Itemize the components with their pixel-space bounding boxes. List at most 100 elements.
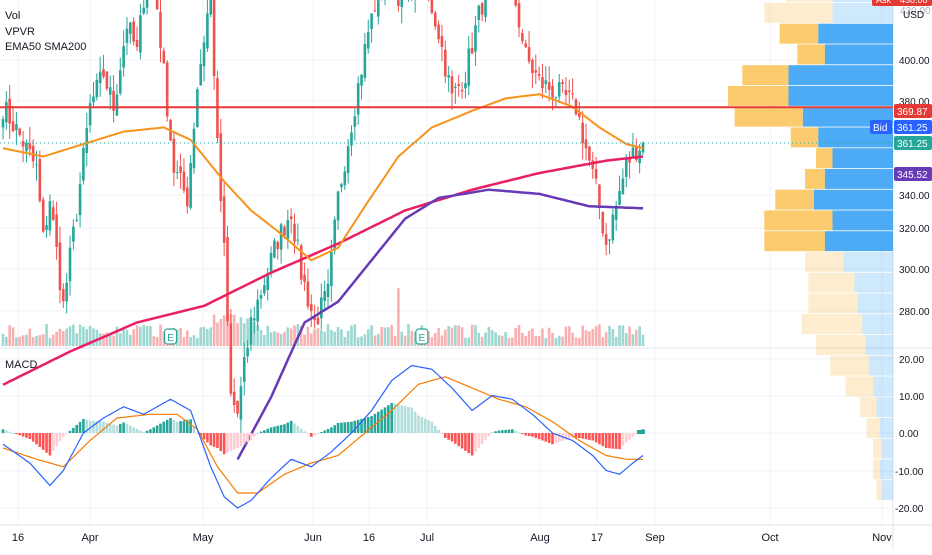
candle-body <box>192 128 196 169</box>
vpvr-buy-bar <box>832 0 893 3</box>
macd-tick-label: -10.00 <box>895 467 924 478</box>
macd-histogram-bar <box>578 433 581 438</box>
volume-bar <box>340 329 343 346</box>
candle-body <box>480 3 484 15</box>
macd-histogram-bar <box>1 429 5 433</box>
candle-body <box>578 113 581 117</box>
macd-histogram-bar <box>454 433 457 444</box>
vpvr-sell-bar <box>808 272 855 293</box>
candle-body <box>108 87 112 95</box>
earnings-label: E <box>167 333 174 344</box>
macd-histogram-bar <box>165 419 169 433</box>
indicator-ma-label[interactable]: EMA50 SMA200 <box>5 41 87 53</box>
indicator-macd-label[interactable]: MACD <box>5 359 38 371</box>
volume-bar <box>5 336 8 346</box>
volume-bar <box>28 328 32 346</box>
vpvr-sell-bar <box>779 23 819 44</box>
macd-histogram-bar <box>182 420 186 433</box>
vpvr-buy-bar <box>832 148 893 169</box>
volume-bar <box>561 336 564 346</box>
candle-body <box>366 32 370 49</box>
volume-bar <box>256 324 259 346</box>
volume-bar <box>31 337 35 346</box>
volume-bar <box>209 327 213 346</box>
macd-histogram-bar <box>269 427 273 433</box>
vpvr-profile <box>728 0 893 501</box>
volume-bar <box>132 329 135 346</box>
volume-bar <box>286 327 290 346</box>
candle-body <box>323 291 326 301</box>
macd-histogram-bar <box>226 433 229 453</box>
macd-histogram-bar <box>373 413 377 433</box>
vpvr-buy-bar <box>873 376 893 397</box>
volume-bar <box>504 331 507 346</box>
volume-bar <box>400 331 404 346</box>
macd-histogram-bar <box>360 418 363 433</box>
macd-histogram-bar <box>380 409 383 433</box>
candle-body <box>75 219 79 221</box>
volume-bar <box>112 335 115 346</box>
candle-body <box>35 164 38 166</box>
currency-label[interactable]: USD <box>903 10 925 21</box>
indicator-vol-label[interactable]: Vol <box>5 10 21 22</box>
candle-body <box>467 48 471 86</box>
macd-histogram-bar <box>457 433 461 447</box>
volume-bar <box>594 326 598 346</box>
ask-badge <box>872 0 932 6</box>
indicator-vpvr-label[interactable]: VPVR <box>5 26 35 38</box>
candle-body <box>206 13 209 49</box>
candle-body <box>139 15 142 53</box>
candle-body <box>98 71 102 84</box>
vpvr-sell-bar <box>808 293 858 314</box>
volume-bar <box>21 335 25 346</box>
volume-bar <box>142 325 146 346</box>
candle-body <box>242 357 246 382</box>
price-tick-label: 300.00 <box>899 265 930 276</box>
candle-body <box>28 143 32 150</box>
macd-histogram-bar <box>192 426 196 433</box>
volume-bar <box>55 331 58 346</box>
vpvr-buy-bar <box>824 231 893 252</box>
macd-histogram-bar <box>554 433 558 444</box>
vpvr-buy-bar <box>824 168 893 189</box>
macd-histogram-bar <box>591 433 595 441</box>
macd-histogram-bar <box>159 423 162 433</box>
volume-bar <box>182 337 186 346</box>
macd-histogram-bar <box>41 433 45 450</box>
candle-body <box>584 139 588 149</box>
vpvr-sell-bar <box>801 314 863 335</box>
volume-bar <box>628 326 631 346</box>
volume-bar <box>450 327 454 346</box>
volume-bar <box>470 324 474 346</box>
volume-bar <box>366 329 370 346</box>
volume-bar <box>346 330 350 346</box>
time-axis-label: Nov <box>872 532 892 544</box>
volume-bar <box>8 325 12 346</box>
candle-body <box>608 239 611 241</box>
macd-histogram-bar <box>8 431 12 433</box>
macd-histogram-bar <box>618 433 621 450</box>
candle-body <box>303 274 306 282</box>
macd-histogram-bar <box>212 433 216 447</box>
volume-bar <box>356 337 360 346</box>
volume-bar <box>480 336 484 346</box>
time-axis-label: May <box>193 532 214 544</box>
candle-body <box>11 121 15 132</box>
macd-histogram-bar <box>514 430 517 433</box>
macd-histogram-bar <box>249 433 253 441</box>
vpvr-sell-bar <box>805 251 844 272</box>
candle-body <box>604 234 608 245</box>
macd-histogram-bar <box>313 433 316 436</box>
price-tick-label: 380.00 <box>899 97 930 108</box>
candle-body <box>5 102 8 123</box>
volume-bar <box>229 314 233 346</box>
macd-tick-label: 10.00 <box>899 392 924 403</box>
volume-bar <box>35 335 38 346</box>
macd-histogram-bar <box>132 427 135 433</box>
volume-bar <box>514 327 517 346</box>
macd-histogram-bar <box>38 433 42 448</box>
candle-body <box>591 160 595 170</box>
candle-body <box>514 0 517 6</box>
